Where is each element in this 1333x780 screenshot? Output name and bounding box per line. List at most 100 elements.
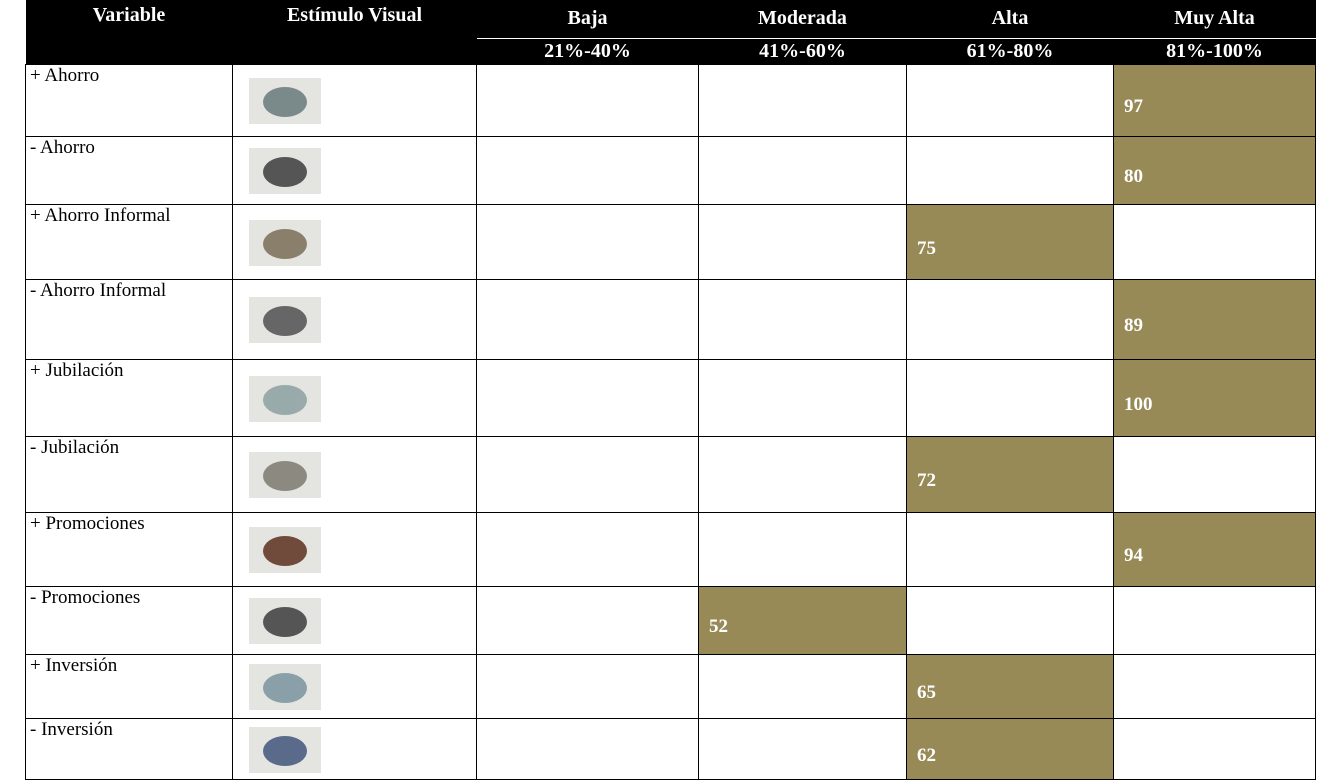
level-cell: [477, 64, 699, 136]
level-cell: [699, 436, 907, 512]
image-figure: [263, 229, 307, 259]
stimulus-image: [245, 721, 325, 777]
level-cell: [1114, 204, 1316, 279]
stimulus-cell: [233, 512, 477, 586]
stimulus-image: [245, 658, 325, 714]
header-cell: Estímulo Visual: [233, 0, 477, 64]
variable-cell: + Ahorro Informal: [26, 204, 233, 279]
stimulus-image: [245, 521, 325, 577]
level-cell: [1114, 436, 1316, 512]
variable-cell: + Promociones: [26, 512, 233, 586]
variable-cell: - Jubilación: [26, 436, 233, 512]
table-row: + Ahorro Informal 75: [26, 204, 1316, 279]
level-cell: [699, 204, 907, 279]
stimulus-cell: [233, 718, 477, 779]
image-figure: [263, 306, 307, 336]
image-figure: [263, 87, 307, 117]
stimulus-cell: [233, 64, 477, 136]
table-row: + Ahorro 97: [26, 64, 1316, 136]
score-cell: 89: [1114, 279, 1316, 359]
variable-cell: - Promociones: [26, 586, 233, 654]
score-cell: 80: [1114, 136, 1316, 204]
variable-cell: - Inversión: [26, 718, 233, 779]
level-cell: [477, 654, 699, 718]
score-cell: 97: [1114, 64, 1316, 136]
level-range: 41%-60%: [699, 38, 907, 64]
level-cell: [477, 718, 699, 779]
level-cell: [1114, 718, 1316, 779]
score-cell: 100: [1114, 359, 1316, 436]
image-figure: [263, 673, 307, 703]
stimulus-cell: [233, 359, 477, 436]
table-row: - Promociones 52: [26, 586, 1316, 654]
stimulus-image: [245, 592, 325, 648]
level-cell: [477, 512, 699, 586]
variable-cell: + Ahorro: [26, 64, 233, 136]
variable-cell: + Inversión: [26, 654, 233, 718]
level-cell: [477, 359, 699, 436]
level-name: Baja: [477, 0, 699, 38]
image-figure: [263, 157, 307, 187]
stimulus-image: [245, 214, 325, 270]
level-cell: [477, 279, 699, 359]
image-figure: [263, 536, 307, 566]
image-figure: [263, 385, 307, 415]
level-cell: [477, 204, 699, 279]
table-row: - Inversión 62: [26, 718, 1316, 779]
score-cell: 75: [907, 204, 1114, 279]
level-cell: [907, 586, 1114, 654]
score-cell: 62: [907, 718, 1114, 779]
header-cell: Variable: [26, 0, 233, 64]
level-cell: [699, 512, 907, 586]
level-cell: [907, 279, 1114, 359]
level-cell: [699, 64, 907, 136]
level-cell: [699, 718, 907, 779]
level-cell: [907, 64, 1114, 136]
level-name: Moderada: [699, 0, 907, 38]
level-cell: [699, 359, 907, 436]
image-figure: [263, 607, 307, 637]
image-figure: [263, 461, 307, 491]
level-name: Muy Alta: [1114, 0, 1316, 38]
level-cell: [907, 512, 1114, 586]
stimulus-cell: [233, 204, 477, 279]
stimulus-cell: [233, 586, 477, 654]
level-cell: [1114, 586, 1316, 654]
level-range: 81%-100%: [1114, 38, 1316, 64]
page: Variable Estímulo Visual Baja Moderada A…: [0, 0, 1333, 779]
level-cell: [1114, 654, 1316, 718]
results-table: Variable Estímulo Visual Baja Moderada A…: [25, 0, 1316, 780]
level-name: Alta: [907, 0, 1114, 38]
stimulus-cell: [233, 279, 477, 359]
score-cell: 72: [907, 436, 1114, 512]
stimulus-image: [245, 291, 325, 347]
stimulus-cell: [233, 436, 477, 512]
level-cell: [477, 136, 699, 204]
level-cell: [699, 136, 907, 204]
table-row: - Jubilación 72: [26, 436, 1316, 512]
stimulus-cell: [233, 654, 477, 718]
level-cell: [907, 359, 1114, 436]
table-row: + Jubilación 100: [26, 359, 1316, 436]
level-cell: [699, 279, 907, 359]
variable-cell: - Ahorro: [26, 136, 233, 204]
level-cell: [699, 654, 907, 718]
score-cell: 52: [699, 586, 907, 654]
variable-cell: + Jubilación: [26, 359, 233, 436]
table-row: - Ahorro 80: [26, 136, 1316, 204]
variable-cell: - Ahorro Informal: [26, 279, 233, 359]
table-row: + Inversión 65: [26, 654, 1316, 718]
score-cell: 65: [907, 654, 1114, 718]
level-cell: [907, 136, 1114, 204]
stimulus-cell: [233, 136, 477, 204]
level-range: 21%-40%: [477, 38, 699, 64]
stimulus-image: [245, 142, 325, 198]
stimulus-image: [245, 446, 325, 502]
level-cell: [477, 586, 699, 654]
table-row: - Ahorro Informal 89: [26, 279, 1316, 359]
stimulus-image: [245, 72, 325, 128]
stimulus-image: [245, 370, 325, 426]
level-cell: [477, 436, 699, 512]
